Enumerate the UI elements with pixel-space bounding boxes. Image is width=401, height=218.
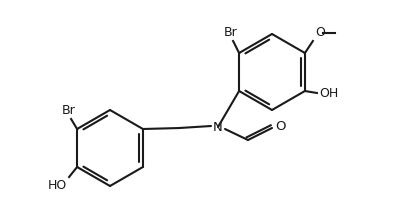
Text: OH: OH	[318, 87, 337, 99]
Text: N: N	[213, 121, 222, 133]
Text: HO: HO	[48, 179, 67, 192]
Text: O: O	[314, 26, 324, 39]
Text: Br: Br	[224, 26, 237, 39]
Text: Br: Br	[62, 104, 76, 117]
Text: O: O	[274, 119, 285, 133]
